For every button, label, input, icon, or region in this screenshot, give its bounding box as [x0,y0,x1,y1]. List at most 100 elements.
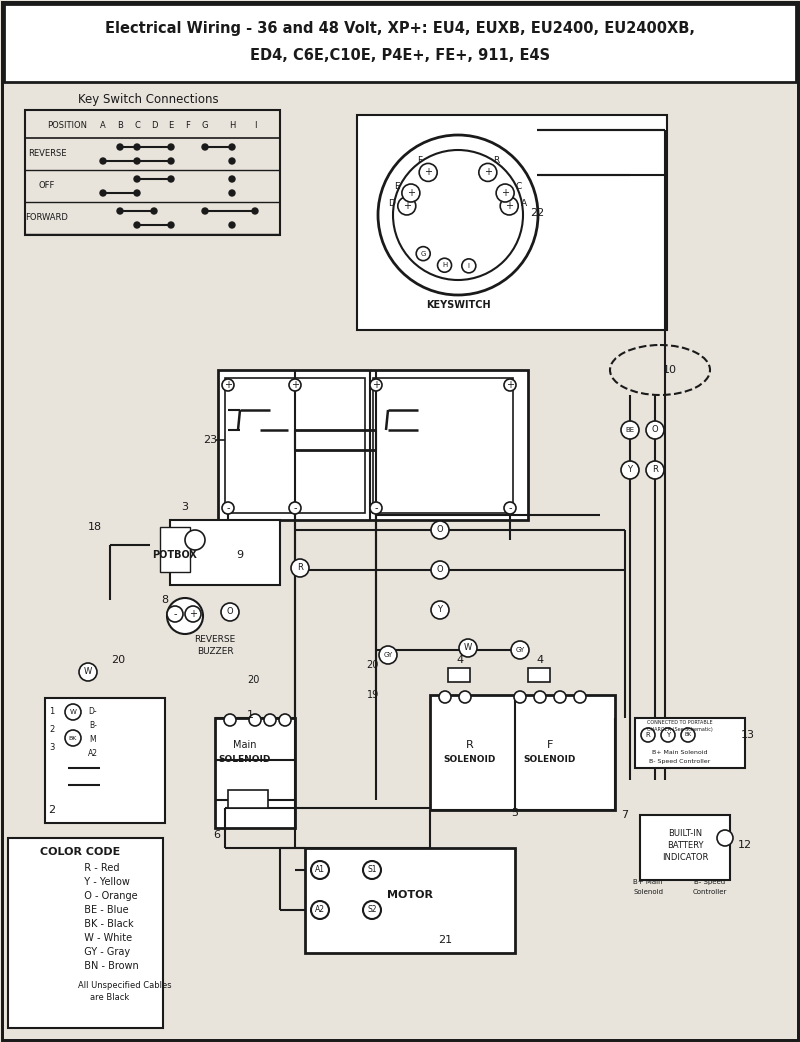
Text: Y: Y [627,466,633,474]
Text: 10: 10 [663,365,677,375]
Text: 18: 18 [88,522,102,532]
Text: POTBOX: POTBOX [153,550,198,560]
Bar [528,668,550,683]
Circle shape [279,714,291,726]
Circle shape [134,190,140,196]
Circle shape [717,830,733,846]
Text: R: R [652,466,658,474]
Text: BUZZER: BUZZER [197,647,234,656]
Circle shape [289,379,301,391]
Text: W: W [84,668,92,676]
Circle shape [439,691,451,703]
Circle shape [151,208,157,214]
Text: 20: 20 [111,655,125,665]
Text: 6: 6 [214,830,221,840]
Circle shape [224,714,236,726]
Circle shape [229,144,235,150]
Circle shape [134,144,140,150]
Text: -: - [508,503,512,513]
Text: E: E [168,122,174,130]
Text: R - Red: R - Red [78,863,119,873]
Text: KEYSWITCH: KEYSWITCH [426,300,490,311]
Text: D: D [150,122,158,130]
Text: Solenoid: Solenoid [633,889,663,895]
Text: R: R [466,740,474,750]
Text: B+ Main: B+ Main [633,879,663,885]
Circle shape [621,461,639,479]
Circle shape [229,222,235,228]
Text: W - White: W - White [78,933,132,943]
Circle shape [79,663,97,681]
Text: REVERSE: REVERSE [194,636,236,645]
Text: BATTERY: BATTERY [666,841,703,849]
Text: 20: 20 [247,675,259,685]
Text: 4: 4 [457,655,463,665]
Text: 7: 7 [622,810,629,820]
Text: ED4, C6E,C10E, P4E+, FE+, 911, E4S: ED4, C6E,C10E, P4E+, FE+, 911, E4S [250,49,550,64]
Text: A: A [100,122,106,130]
Circle shape [514,691,526,703]
Text: Y - Yellow: Y - Yellow [78,877,130,887]
Circle shape [646,461,664,479]
Text: -: - [294,503,297,513]
Text: 13: 13 [741,730,755,740]
Circle shape [363,901,381,919]
Circle shape [134,222,140,228]
Text: FORWARD: FORWARD [26,214,69,223]
Circle shape [65,730,81,746]
Text: B- Speed Controller: B- Speed Controller [650,760,710,765]
Circle shape [249,714,261,726]
Text: 19: 19 [367,690,379,700]
Text: GY - Gray: GY - Gray [78,947,130,957]
Text: 23: 23 [203,435,217,445]
Circle shape [134,158,140,164]
Circle shape [431,561,449,579]
Text: CHARGER (See Schematic): CHARGER (See Schematic) [647,726,713,731]
Circle shape [378,135,538,295]
Circle shape [438,258,451,272]
Text: SOLENOID: SOLENOID [444,755,496,765]
Text: BN - Brown: BN - Brown [78,961,138,971]
Text: B+ Main Solenoid: B+ Main Solenoid [652,749,708,754]
Bar [45,698,165,823]
Text: O - Orange: O - Orange [78,891,138,901]
Circle shape [167,606,183,622]
Text: A1: A1 [315,866,325,874]
Text: S2: S2 [367,905,377,915]
Text: O: O [652,425,658,435]
Text: +: + [189,609,197,619]
Circle shape [500,197,518,215]
Text: 3: 3 [182,502,189,512]
Text: GY: GY [515,647,525,653]
Circle shape [229,158,235,164]
Text: G: G [202,122,208,130]
Circle shape [117,144,123,150]
Text: POSITION: POSITION [47,122,87,130]
Bar [305,848,515,953]
Text: A2: A2 [315,905,325,915]
Text: BK - Black: BK - Black [78,919,134,929]
Circle shape [431,601,449,619]
Circle shape [168,158,174,164]
Circle shape [504,379,516,391]
Text: +: + [224,380,232,390]
Text: E: E [394,182,400,191]
Circle shape [252,208,258,214]
Circle shape [379,646,397,664]
Text: G: G [421,251,426,256]
Circle shape [65,704,81,720]
Text: 20: 20 [366,660,378,670]
Bar [640,815,730,880]
Text: B- Speed: B- Speed [694,879,726,885]
Text: A: A [521,199,527,207]
Bar [373,378,513,513]
Text: +: + [484,168,492,177]
Text: SOLENOID: SOLENOID [524,755,576,765]
Circle shape [370,502,382,514]
Text: 12: 12 [738,840,752,850]
Text: O: O [437,525,443,535]
Text: -: - [226,503,230,513]
Circle shape [496,184,514,202]
Text: R: R [646,731,650,738]
Text: O: O [437,566,443,574]
